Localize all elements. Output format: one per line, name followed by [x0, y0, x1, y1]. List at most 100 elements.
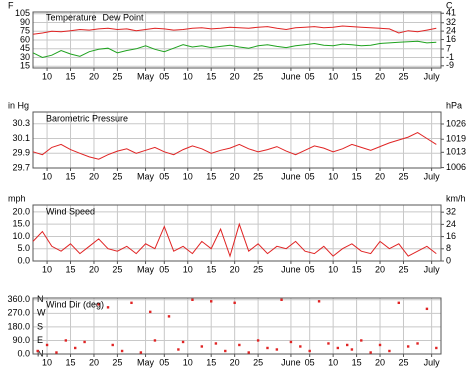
y-axis-label: in Hg [8, 100, 29, 110]
scatter-point [64, 339, 68, 342]
y2-tick-label: 24 [446, 219, 456, 229]
y-tick-label: 15.0 [12, 219, 30, 229]
x-tick-label: 25 [112, 357, 122, 367]
scatter-point [149, 310, 152, 314]
x-tick-label: 20 [89, 171, 99, 181]
x-tick-label: 25 [112, 264, 122, 274]
x-tick-label: 15 [352, 357, 362, 367]
chart-title: Wind Dir (deg) [46, 299, 104, 309]
scatter-point [97, 303, 100, 306]
scatter-point [416, 342, 419, 345]
y2-tick-label: 0 [446, 255, 451, 265]
x-tick-label: 25 [253, 264, 263, 274]
x-tick-label: 05 [159, 357, 169, 367]
series-line [32, 132, 437, 160]
legend-entry: Dew Point [103, 12, 145, 22]
plot-background [33, 112, 441, 168]
scatter-point [139, 351, 143, 354]
scatter-point [336, 346, 340, 350]
y-tick-label: 105 [15, 8, 30, 18]
scatter-point [224, 349, 227, 353]
x-tick-label: 15 [66, 71, 76, 81]
y-tick-label: 270.0 [7, 308, 30, 318]
y2-tick-label: 8 [446, 243, 451, 253]
scatter-point [346, 343, 349, 347]
y2-axis-label: C [446, 0, 453, 10]
direction-label: N [37, 294, 44, 304]
y-tick-label: 29.9 [12, 148, 30, 158]
y-tick-label: 45 [20, 43, 30, 53]
x-tick-label: 05 [159, 171, 169, 181]
x-tick-label: 15 [352, 171, 362, 181]
scatter-point [299, 345, 302, 348]
series-line [32, 25, 437, 35]
chart-title: Barometric Pressure [46, 113, 128, 123]
x-tick-label: May [137, 171, 155, 181]
x-tick-label: 15 [352, 264, 362, 274]
scatter-point [280, 298, 283, 302]
x-tick-label: 25 [112, 71, 122, 81]
y2-tick-label: 32 [446, 207, 456, 217]
y-tick-label: 10.0 [12, 231, 30, 241]
x-tick-label: May [137, 264, 155, 274]
direction-label: E [37, 335, 43, 345]
scatter-point [256, 339, 260, 342]
x-tick-label: 05 [305, 71, 315, 81]
legend-entry: Temperature [46, 12, 97, 22]
x-tick-label: 15 [206, 264, 216, 274]
x-tick-label: 25 [398, 171, 408, 181]
scatter-point [167, 315, 171, 318]
scatter-point [233, 301, 236, 305]
x-tick-label: 25 [253, 71, 263, 81]
y2-tick-label: 7 [446, 43, 451, 53]
direction-label: N [37, 348, 44, 358]
x-tick-label: June [281, 171, 301, 181]
scatter-point [266, 346, 269, 350]
scatter-point [106, 306, 110, 309]
x-tick-label: 15 [352, 71, 362, 81]
x-tick-label: 10 [183, 71, 193, 81]
x-tick-label: July [424, 71, 441, 81]
x-tick-label: 10 [328, 357, 338, 367]
y2-tick-label: 1019 [446, 134, 466, 144]
scatter-point [120, 349, 124, 353]
x-tick-label: 20 [89, 357, 99, 367]
y-tick-label: 0.0 [17, 255, 30, 265]
scatter-point [191, 298, 194, 302]
y-tick-label: 0.0 [17, 348, 30, 358]
scatter-point [275, 348, 279, 351]
y-tick-label: 90 [20, 17, 30, 27]
x-tick-label: 05 [159, 264, 169, 274]
scatter-point [45, 343, 49, 347]
x-tick-label: 20 [230, 171, 240, 181]
x-tick-label: 10 [42, 357, 52, 367]
y2-tick-label: 41 [446, 8, 456, 18]
y2-tick-label: -1 [446, 52, 454, 62]
y2-axis-label: km/h [446, 193, 466, 203]
x-tick-label: 20 [89, 264, 99, 274]
x-tick-label: 25 [253, 171, 263, 181]
scatter-point [350, 348, 354, 351]
x-tick-label: 20 [375, 171, 385, 181]
scatter-point [130, 301, 133, 305]
x-tick-label: June [281, 71, 301, 81]
scatter-point [177, 348, 180, 351]
scatter-point [388, 349, 391, 353]
x-tick-label: 20 [230, 357, 240, 367]
x-tick-label: 25 [398, 264, 408, 274]
x-tick-label: 20 [89, 71, 99, 81]
scatter-point [36, 349, 39, 353]
scatter-point [308, 349, 311, 353]
x-tick-label: 20 [375, 71, 385, 81]
y-axis-label: mph [8, 193, 26, 203]
x-tick-label: 25 [398, 357, 408, 367]
x-tick-label: 10 [42, 171, 52, 181]
plot-frame [32, 111, 442, 169]
chart-title: Wind Speed [46, 206, 95, 216]
x-tick-label: 25 [112, 171, 122, 181]
y-tick-label: 30.3 [12, 118, 30, 128]
x-tick-label: 10 [42, 71, 52, 81]
x-tick-label: 20 [230, 71, 240, 81]
x-tick-label: 20 [230, 264, 240, 274]
x-tick-label: 20 [375, 357, 385, 367]
